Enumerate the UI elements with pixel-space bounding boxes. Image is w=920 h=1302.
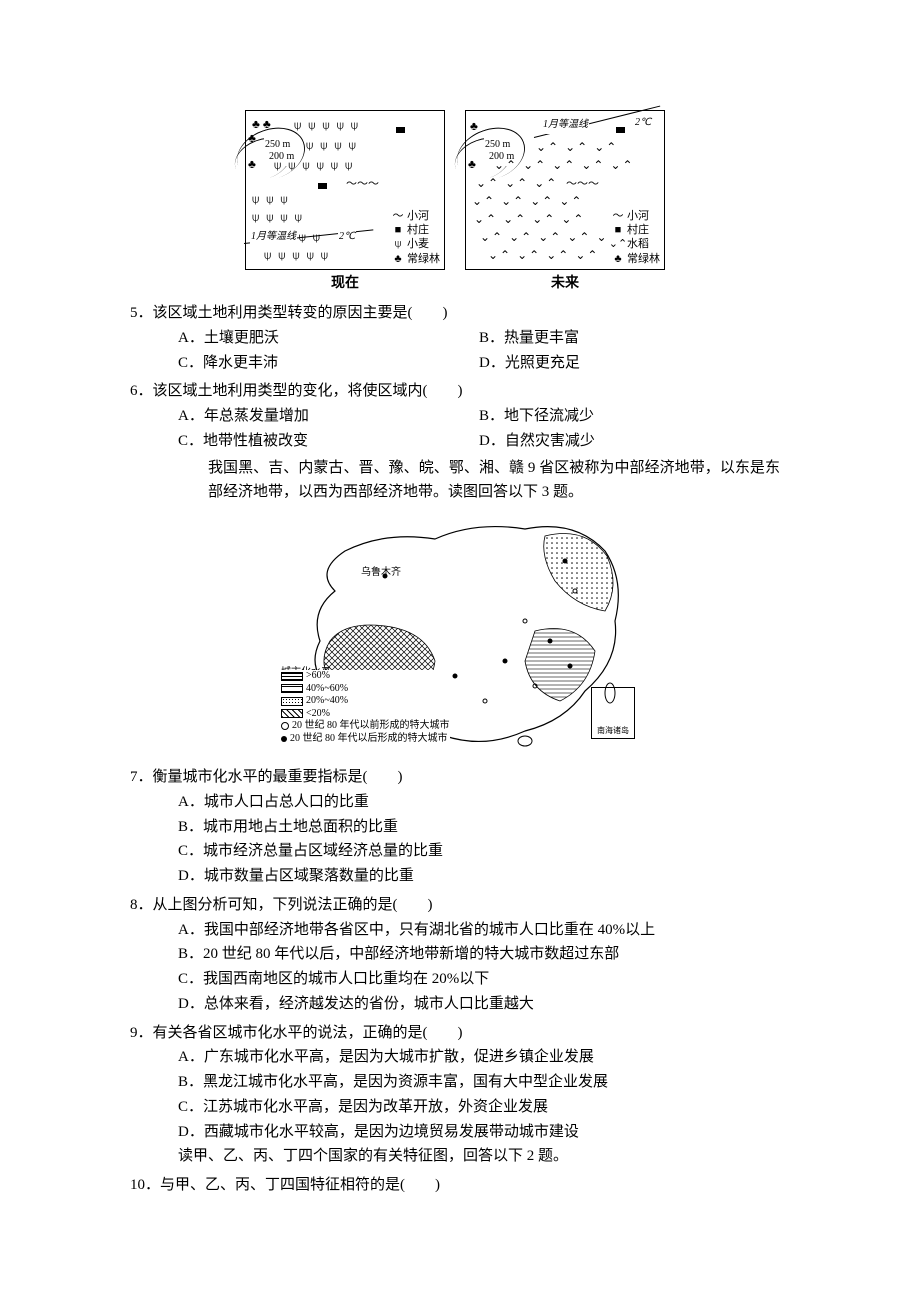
panel-future: 250 m 200 m ♣ ♣ 1月等温线 2℃ ⌄⌃ ⌄⌃ ⌄⌃ ⌄⌃ ⌄⌃ … xyxy=(465,110,665,295)
caption-present: 现在 xyxy=(331,272,359,295)
q7-opt-a[interactable]: A．城市人口占总人口的比重 xyxy=(178,790,780,815)
city-urumqi: 乌鲁木齐 xyxy=(361,565,401,582)
question-5: 5．该区域土地利用类型转变的原因主要是( ) A．土壤更肥沃 B．热量更丰富 C… xyxy=(130,301,780,375)
q8-opt-a[interactable]: A．我国中部经济地带各省区中，只有湖北省的城市人口比重在 40%以上 xyxy=(178,918,780,943)
question-8: 8．从上图分析可知，下列说法正确的是( ) A．我国中部经济地带各省区中，只有湖… xyxy=(130,893,780,1017)
q9-opt-d[interactable]: D．西藏城市化水平较高，是因为边境贸易发展带动城市建设 xyxy=(178,1120,780,1145)
caption-future: 未来 xyxy=(551,272,579,295)
q6-opt-a[interactable]: A．年总蒸发量增加 xyxy=(178,404,479,429)
south-sea-inset: 南海诸岛 xyxy=(591,687,635,739)
q7-opt-d[interactable]: D．城市数量占区域聚落数量的比重 xyxy=(178,864,780,889)
q9-opt-b[interactable]: B．黑龙江城市化水平高，是因为资源丰富，国有大中型企业发展 xyxy=(178,1070,780,1095)
q7-opt-c[interactable]: C．城市经济总量占区域经济总量的比重 xyxy=(178,839,780,864)
q9-opt-c[interactable]: C．江苏城市化水平高，是因为改革开放，外资企业发展 xyxy=(178,1095,780,1120)
q10-stem: 10．与甲、乙、丙、丁四国特征相符的是( ) xyxy=(130,1173,780,1198)
q9-stem: 9．有关各省区城市化水平的说法，正确的是( ) xyxy=(130,1021,780,1046)
q8-opt-d[interactable]: D．总体来看，经济越发达的省份，城市人口比重越大 xyxy=(178,992,780,1017)
passage-four-countries: 读甲、乙、丙、丁四个国家的有关特征图，回答以下 2 题。 xyxy=(130,1144,780,1169)
q6-opt-b[interactable]: B．地下径流减少 xyxy=(479,404,780,429)
passage-central-belt: 我国黑、吉、内蒙古、晋、豫、皖、鄂、湘、赣 9 省区被称为中部经济地带，以东是东… xyxy=(130,456,780,506)
q6-stem: 6．该区域土地利用类型的变化，将使区域内( ) xyxy=(130,379,780,404)
q6-opt-c[interactable]: C．地带性植被改变 xyxy=(178,429,479,454)
q5-opt-a[interactable]: A．土壤更肥沃 xyxy=(178,326,479,351)
q5-opt-b[interactable]: B．热量更丰富 xyxy=(479,326,780,351)
isotherm-label-left: 1月等温线 xyxy=(250,229,297,246)
isotherm-label-right: 1月等温线 xyxy=(542,117,589,134)
legend-future: 〜小河 ■村庄 ⌄⌃水稻 ♣常绿林 xyxy=(610,208,662,267)
panel-present: 250 m 200 m ♣ ♣ ♣ ♣ ⍦ ⍦ ⍦ ⍦ ⍦ ⍦ ⍦ ⍦ ⍦ ⍦ … xyxy=(245,110,445,295)
q8-stem: 8．从上图分析可知，下列说法正确的是( ) xyxy=(130,893,780,918)
q7-stem: 7．衡量城市化水平的最重要指标是( ) xyxy=(130,765,780,790)
china-map-legend: >60% 40%~60% 20%~40% <20% 20 世纪 80 年代以前形… xyxy=(281,670,450,745)
question-6: 6．该区域土地利用类型的变化，将使区域内( ) A．年总蒸发量增加 B．地下径流… xyxy=(130,379,780,453)
question-7: 7．衡量城市化水平的最重要指标是( ) A．城市人口占总人口的比重 B．城市用地… xyxy=(130,765,780,889)
q5-opt-c[interactable]: C．降水更丰沛 xyxy=(178,351,479,376)
q7-opt-b[interactable]: B．城市用地占土地总面积的比重 xyxy=(178,815,780,840)
q8-opt-b[interactable]: B．20 世纪 80 年代以后，中部经济地带新增的特大城市数超过东部 xyxy=(178,942,780,967)
legend-present: 〜小河 ■村庄 ⍦小麦 ♣常绿林 xyxy=(390,208,442,267)
q8-opt-c[interactable]: C．我国西南地区的城市人口比重均在 20%以下 xyxy=(178,967,780,992)
isotherm-value-left: 2℃ xyxy=(338,229,356,246)
q9-opt-a[interactable]: A．广东城市化水平高，是因为大城市扩散，促进乡镇企业发展 xyxy=(178,1045,780,1070)
q5-stem: 5．该区域土地利用类型转变的原因主要是( ) xyxy=(130,301,780,326)
question-10: 10．与甲、乙、丙、丁四国特征相符的是( ) xyxy=(130,1173,780,1198)
question-9: 9．有关各省区城市化水平的说法，正确的是( ) A．广东城市化水平高，是因为大城… xyxy=(130,1021,780,1145)
q6-opt-d[interactable]: D．自然灾害减少 xyxy=(479,429,780,454)
q5-opt-d[interactable]: D．光照更充足 xyxy=(479,351,780,376)
figure-land-use: 250 m 200 m ♣ ♣ ♣ ♣ ⍦ ⍦ ⍦ ⍦ ⍦ ⍦ ⍦ ⍦ ⍦ ⍦ … xyxy=(130,110,780,295)
isotherm-value-right: 2℃ xyxy=(634,115,652,132)
figure-china-map: 乌鲁木齐 城市化水平 >60% 40%~60% 20%~40% <20% 20 … xyxy=(130,511,780,761)
